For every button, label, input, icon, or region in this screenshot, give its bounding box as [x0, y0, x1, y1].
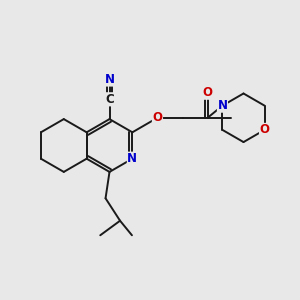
Text: N: N: [128, 152, 137, 165]
Text: C: C: [105, 93, 114, 106]
Text: N: N: [218, 99, 227, 112]
Text: N: N: [104, 73, 115, 86]
Text: O: O: [260, 123, 269, 136]
Text: O: O: [202, 86, 213, 99]
Text: O: O: [152, 111, 162, 124]
